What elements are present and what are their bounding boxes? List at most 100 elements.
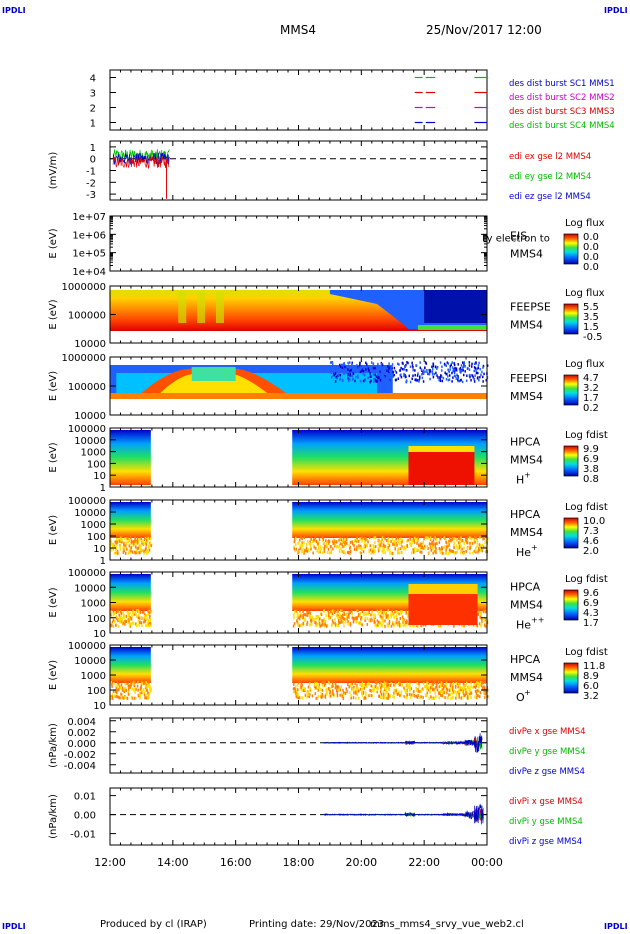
feepsi-speckle [446,372,448,376]
hpca-speckle [315,686,317,690]
feepsi-speckle [460,369,463,373]
feepsi-orange-base [110,393,487,399]
feepsi-speckle [457,376,460,380]
hpca-speckle [323,549,326,553]
hpca-speckle [383,681,386,685]
hpca-speckle [309,687,311,691]
hpca-speckle [465,549,467,553]
corner-label-top-left: IPDLI [2,6,26,15]
hpca-speckle [482,691,485,695]
hpca-speckle [147,695,149,699]
hpca-speckle [115,692,118,696]
hpca-speckle [484,545,487,549]
hpca-speckle [321,681,324,685]
hpca-speckle [428,686,430,690]
hpca-speckle [348,544,351,548]
y-tick-label: 0.000 [67,739,96,750]
hpca-speckle [372,616,375,620]
hpca-speckle [330,545,332,549]
feepsi-speckle [415,364,417,367]
hpca-speckle [482,681,485,685]
hpca-speckle [389,683,392,687]
hpca-speckle [387,693,389,697]
feepsi-speckle [386,376,388,379]
feepsi-speckle [357,374,359,377]
hpca-speckle [340,609,342,613]
hpca-speckle [316,549,318,553]
hpca-speckle [374,623,376,627]
hpca-speckle [112,618,115,622]
hpca-speckle [340,546,342,550]
hpca-speckle [459,542,461,546]
hpca-speckle [427,546,429,550]
hpca-speckle [397,621,399,625]
hpca-speckle [149,685,151,689]
hpca-speckle [384,537,386,541]
x-tick-label: 00:00 [471,856,503,869]
hpca-speckle [111,542,114,546]
panel-name-label: MMS4 [510,454,543,467]
hpca-speckle [405,611,407,615]
hpca-speckle [373,536,375,540]
feepsi-speckle [453,371,456,375]
hpca-speckle [119,620,121,624]
hpca-speckle [337,619,340,623]
hpca-speckle [139,696,141,700]
hpca-speckle [373,620,376,624]
feepsi-speckle [448,374,451,377]
hpca-speckle [442,551,444,555]
hpca-speckle [400,693,402,697]
hpca-speckle [112,547,114,551]
hpca-speckle [427,681,430,685]
hpca-speckle [355,616,357,620]
feepsi-speckle [440,375,443,378]
hpca-speckle [295,691,297,695]
hpca-speckle [312,617,315,621]
hpca-speckle [397,538,399,542]
hpca-speckle [127,538,130,542]
hpca-speckle [118,682,120,686]
hpca-speckle [125,688,127,692]
hpca-speckle [387,624,389,628]
hpca-speckle [398,690,400,694]
hpca-speckle [474,540,476,544]
hpca-speckle [300,536,302,540]
hpca-speckle [477,689,479,693]
feepsi-speckle [372,373,375,376]
y-tick-label: 1 [90,119,96,130]
hpca-speckle [144,696,146,700]
feepsi-speckle [423,370,425,374]
hpca-speckle [132,681,135,685]
hpca-speckle [397,623,399,627]
hpca-speckle [314,686,316,690]
hpca-speckle [374,545,377,549]
hpca-speckle [393,683,395,687]
hpca-speckle [372,687,374,691]
hpca-speckle [376,619,379,623]
hpca-speckle [325,539,327,543]
hpca-speckle [355,691,357,695]
feepsi-speckle [439,361,442,364]
hpca-speckle [350,609,353,613]
species-label: O [516,691,525,704]
feepsi-speckle [435,371,437,375]
hpca-speckle [477,549,480,553]
hpca-speckle [361,610,364,614]
divergence-series-line [323,803,484,825]
hpca-speckle [293,682,295,686]
hpca-speckle [485,690,488,694]
feepsi-speckle [432,375,435,379]
hpca-speckle [115,610,118,614]
hpca-speckle [326,691,328,695]
hpca-speckle [110,543,112,547]
hpca-speckle [115,546,117,550]
hpca-speckle [426,689,429,693]
y-tick-label: 1e+04 [72,267,106,278]
hpca-speckle [443,691,445,695]
hpca-speckle [371,684,374,688]
hpca-speckle [325,542,328,546]
hpca-speckle [461,539,463,543]
hpca-speckle [143,549,145,553]
hpca-speckle [475,536,478,540]
hpca-speckle [115,686,118,690]
